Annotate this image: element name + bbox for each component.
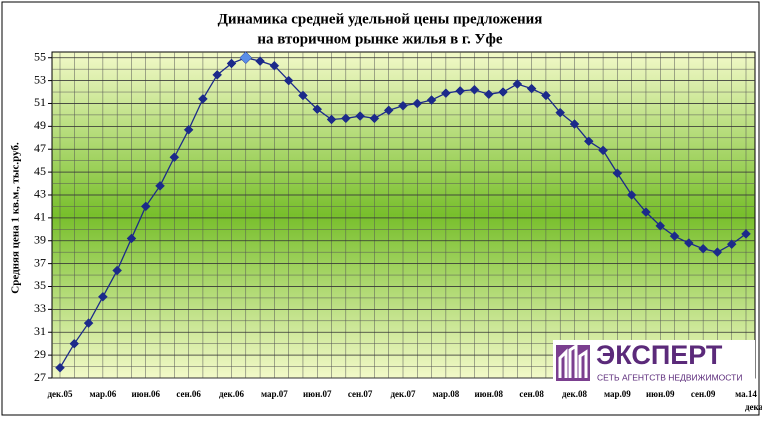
marker [626, 190, 637, 200]
x-tick-label: мар.09 [604, 389, 631, 399]
x-tick-label: сен.09 [691, 389, 716, 399]
marker [669, 231, 680, 242]
x-tick-label: мар.06 [89, 389, 116, 399]
marker [426, 95, 437, 105]
marker [512, 79, 523, 89]
marker [398, 100, 408, 111]
marker [569, 119, 580, 129]
logo-tagline: СЕТЬ АГЕНТСТВ НЕДВИЖИМОСТИ [597, 372, 742, 382]
marker [741, 229, 751, 239]
logo-name: ЭКСПЕРТ [596, 340, 723, 370]
y-tick-label: 49 [34, 118, 46, 132]
y-axis-label: Средняя цена 1 кв.м., тыс.руб. [10, 142, 22, 294]
marker [498, 87, 508, 97]
marker [469, 84, 480, 95]
marker [612, 168, 623, 179]
annotation: декабр [745, 402, 762, 412]
marker [526, 83, 537, 94]
x-tick-label: мар.07 [261, 389, 288, 399]
marker [726, 239, 737, 250]
marker [112, 265, 123, 276]
y-tick-label: 41 [34, 210, 46, 224]
y-tick-label: 39 [34, 232, 46, 246]
x-tick-label: июн.06 [132, 389, 161, 399]
x-tick-label: мар.08 [432, 389, 459, 399]
x-tick-label: дек.07 [391, 389, 416, 399]
y-tick-label: 29 [34, 347, 46, 361]
marker [683, 238, 694, 248]
y-tick-label: 55 [34, 49, 46, 63]
marker [698, 243, 708, 254]
x-tick-label: сен.07 [348, 389, 373, 399]
marker [239, 51, 253, 65]
chart-title: Динамика средней удельной цены предложен… [218, 11, 543, 27]
y-tick-label: 45 [34, 164, 46, 178]
marker [483, 89, 494, 100]
marker [655, 221, 666, 231]
logo-mark [558, 343, 588, 378]
marker [340, 113, 351, 124]
x-tick-label: июн.07 [303, 389, 332, 399]
marker [283, 75, 294, 86]
marker [140, 201, 151, 212]
y-tick-label: 31 [34, 324, 46, 338]
marker [455, 86, 466, 96]
y-tick-label: 51 [34, 95, 46, 109]
marker [312, 104, 323, 115]
marker [69, 338, 80, 349]
marker [55, 362, 65, 373]
marker [541, 90, 551, 101]
x-tick-label: дек.08 [562, 389, 587, 399]
marker [583, 136, 594, 147]
x-tick-label: ма.14 [735, 389, 757, 399]
marker [641, 207, 651, 217]
y-tick-label: 27 [34, 370, 46, 384]
y-tick-label: 35 [34, 278, 46, 292]
marker [255, 56, 265, 67]
y-tick-label: 53 [34, 72, 46, 86]
marker [212, 70, 223, 80]
logo-icon [556, 345, 590, 381]
marker [269, 60, 280, 71]
marker [383, 105, 394, 116]
x-tick-label: дек.05 [48, 389, 73, 399]
marker [226, 58, 237, 69]
marker [355, 111, 365, 121]
marker [598, 145, 608, 156]
marker [83, 318, 94, 328]
marker [369, 113, 380, 124]
marker [441, 88, 451, 99]
y-tick-label: 37 [34, 255, 46, 269]
marker [126, 233, 137, 244]
marker [183, 124, 194, 135]
marker [412, 98, 423, 109]
chart-title: на вторичном рынке жилья в г. Уфе [257, 31, 503, 47]
x-tick-label: июн.09 [646, 389, 675, 399]
marker [326, 114, 337, 125]
y-tick-label: 43 [34, 187, 46, 201]
x-tick-label: сен.06 [176, 389, 201, 399]
marker [555, 107, 566, 118]
marker [712, 247, 723, 258]
y-tick-label: 33 [34, 301, 46, 315]
marker [198, 94, 208, 104]
marker [298, 90, 308, 101]
x-tick-label: июн.08 [475, 389, 504, 399]
marker [169, 152, 180, 163]
marker [98, 291, 108, 302]
y-tick-label: 47 [34, 141, 46, 155]
x-tick-label: сен.08 [519, 389, 544, 399]
marker [155, 180, 165, 191]
x-tick-label: дек.06 [219, 389, 244, 399]
